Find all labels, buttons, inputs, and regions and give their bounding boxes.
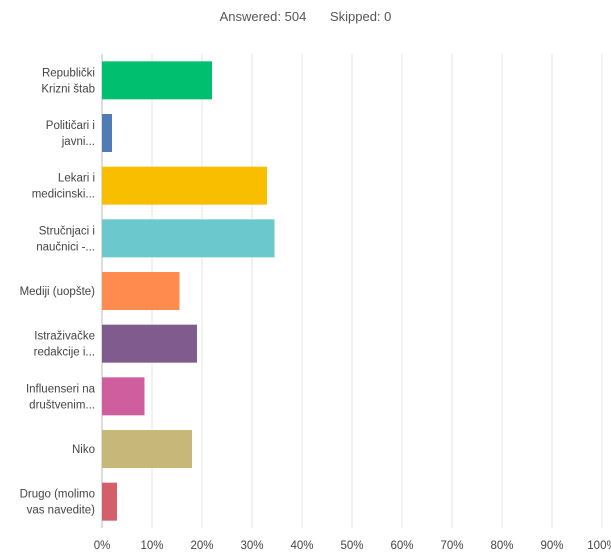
x-tick-label: 40% — [290, 540, 313, 552]
category-label: vas navedite) — [27, 505, 96, 517]
chart-bars — [102, 61, 275, 521]
x-tick-label: 10% — [140, 540, 163, 552]
category-label: Političari i — [46, 120, 95, 132]
bar[interactable] — [102, 482, 117, 521]
x-tick-label: 0% — [94, 540, 111, 552]
category-label: Mediji (uopšte) — [20, 286, 96, 298]
answered-value: 504 — [284, 9, 307, 24]
x-tick-label: 90% — [540, 540, 563, 552]
category-label: naučnici -... — [36, 241, 95, 253]
bar[interactable] — [102, 377, 145, 416]
bar[interactable] — [102, 324, 197, 363]
category-label: Krizni štab — [41, 83, 95, 95]
skipped-label: Skipped: — [329, 9, 381, 24]
category-label: Drugo (molimo — [20, 489, 95, 501]
x-tick-label: 60% — [390, 540, 413, 552]
category-label: Lekari i — [58, 173, 95, 185]
bar[interactable] — [102, 430, 192, 468]
category-label: društvenim... — [29, 399, 95, 411]
answered-label: Answered: — [219, 9, 281, 24]
x-tick-label: 70% — [440, 540, 463, 552]
category-label: javni... — [61, 136, 95, 148]
skipped-count: Skipped: 0 — [330, 9, 391, 24]
bar[interactable] — [102, 114, 112, 152]
category-labels: Republički Krizni štab Političari i javni..… — [20, 67, 96, 516]
bar[interactable] — [102, 61, 212, 100]
category-label: Republički — [42, 67, 95, 79]
x-tick-label: 30% — [240, 540, 263, 552]
bar[interactable] — [102, 272, 180, 310]
x-tick-label: 20% — [190, 540, 213, 552]
x-tick-label: 50% — [340, 540, 363, 552]
bar[interactable] — [102, 166, 267, 205]
x-tick-label: 80% — [490, 540, 513, 552]
category-label: Niko — [72, 444, 95, 456]
category-label: Istraživačke — [34, 331, 95, 343]
x-axis-tick-labels: 0% 10% 20% 30% 40% 50% 60% 70% 80% 90% 100% — [94, 540, 611, 552]
category-label: medicinski... — [32, 189, 95, 201]
skipped-value: 0 — [384, 9, 392, 24]
response-summary: Answered: 504 Skipped: 0 — [0, 9, 611, 24]
bar[interactable] — [102, 219, 275, 258]
category-label: Influenseri na — [26, 383, 96, 395]
category-label: redakcije i... — [34, 347, 95, 359]
x-tick-label: 100% — [587, 540, 611, 552]
category-label: Stručnjaci i — [39, 225, 95, 237]
answered-count: Answered: 504 — [220, 9, 310, 24]
